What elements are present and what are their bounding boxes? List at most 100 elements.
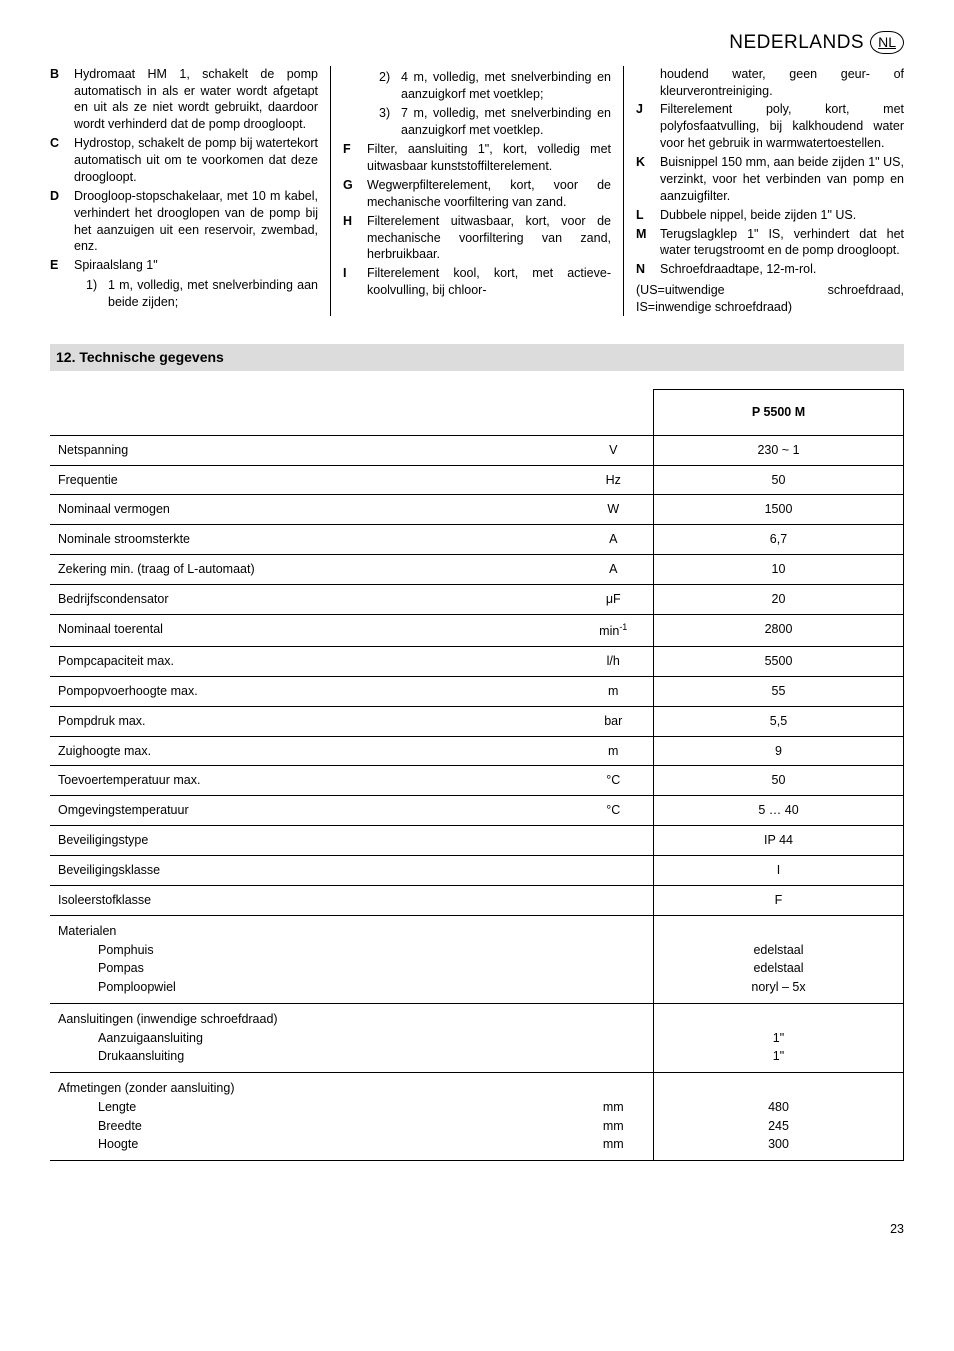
spec-label: Nominaal toerental xyxy=(50,614,574,646)
table-row: Aansluitingen (inwendige schroefdraad)Aa… xyxy=(50,1003,904,1072)
spec-unit: Hz xyxy=(574,465,654,495)
list-item: DDroogloop-stopschakelaar, met 10 m kabe… xyxy=(50,188,318,256)
column: BHydromaat HM 1, schakelt de pomp automa… xyxy=(50,66,330,316)
spec-label: Zekering min. (traag of L-automaat) xyxy=(50,555,574,585)
item-key: J xyxy=(636,101,650,152)
sub-item: 2)4 m, volledig, met snelverbinding en a… xyxy=(367,69,611,103)
content-columns: BHydromaat HM 1, schakelt de pomp automa… xyxy=(50,66,904,316)
item-body: Wegwerpfilterelement, kort, voor de mech… xyxy=(367,177,611,211)
spec-value: 5,5 xyxy=(654,706,904,736)
spec-header-empty xyxy=(50,389,574,435)
table-row: Omgevingstemperatuur°C5 … 40 xyxy=(50,796,904,826)
table-row: BedrijfscondensatorμF20 xyxy=(50,585,904,615)
column-footer: (US=uitwendigeschroefdraad,IS=inwendige … xyxy=(636,282,904,316)
table-row: MaterialenPomphuisPompasPomploopwiel ede… xyxy=(50,915,904,1003)
subitem-body: 4 m, volledig, met snelverbinding en aan… xyxy=(401,69,611,103)
item-key: H xyxy=(343,213,357,264)
spec-unit: mmmmmm xyxy=(574,1073,654,1161)
spec-unit xyxy=(574,826,654,856)
item-body: Droogloop-stopschakelaar, met 10 m kabel… xyxy=(74,188,318,256)
item-key: L xyxy=(636,207,650,224)
spec-label: Bedrijfscondensator xyxy=(50,585,574,615)
spec-unit: °C xyxy=(574,796,654,826)
spec-value: I xyxy=(654,856,904,886)
spec-unit: min-1 xyxy=(574,614,654,646)
item-key: M xyxy=(636,226,650,260)
spec-value: 5 … 40 xyxy=(654,796,904,826)
table-row: Pompopvoerhoogte max.m55 xyxy=(50,676,904,706)
spec-unit: A xyxy=(574,525,654,555)
item-body: Hydromaat HM 1, schakelt de pomp automat… xyxy=(74,66,318,134)
spec-unit: V xyxy=(574,435,654,465)
item-key: E xyxy=(50,257,64,274)
list-item: G Wegwerpfilterelement, kort, voor de mec… xyxy=(343,177,611,211)
table-row: Afmetingen (zonder aansluiting)LengteBre… xyxy=(50,1073,904,1161)
sub-item: 3)7 m, volledig, met snelverbinding en a… xyxy=(367,105,611,139)
table-row: Pompcapaciteit max.l/h5500 xyxy=(50,646,904,676)
table-row: Pompdruk max.bar5,5 xyxy=(50,706,904,736)
spec-unit: l/h xyxy=(574,646,654,676)
spec-label: Isoleerstofklasse xyxy=(50,885,574,915)
spec-label: Nominale stroomsterkte xyxy=(50,525,574,555)
section-header: 12. Technische gegevens xyxy=(50,344,904,371)
spec-value: IP 44 xyxy=(654,826,904,856)
table-row: Beveiligingstype IP 44 xyxy=(50,826,904,856)
table-row: Zekering min. (traag of L-automaat)A10 xyxy=(50,555,904,585)
spec-value: 50 xyxy=(654,766,904,796)
spec-value: 6,7 xyxy=(654,525,904,555)
subitem-key: 1) xyxy=(86,277,102,311)
subitem-body: 7 m, volledig, met snelverbinding en aan… xyxy=(401,105,611,139)
table-row: Nominaal toerentalmin-12800 xyxy=(50,614,904,646)
item-key: C xyxy=(50,135,64,186)
item-key: B xyxy=(50,66,64,134)
item-body: houdend water, geen geur- of kleurveront… xyxy=(660,66,904,100)
item-key: G xyxy=(343,177,357,211)
spec-unit xyxy=(574,915,654,1003)
spec-unit: m xyxy=(574,736,654,766)
page-header: NEDERLANDS NL xyxy=(50,30,904,56)
spec-label: Afmetingen (zonder aansluiting)LengteBre… xyxy=(50,1073,574,1161)
spec-unit: μF xyxy=(574,585,654,615)
spec-value: 480245300 xyxy=(654,1073,904,1161)
column: houdend water, geen geur- of kleurveront… xyxy=(623,66,904,316)
spec-table: P 5500 M NetspanningV230 ~ 1FrequentieHz… xyxy=(50,389,904,1161)
spec-label: Toevoertemperatuur max. xyxy=(50,766,574,796)
list-item: CHydrostop, schakelt de pomp bij waterte… xyxy=(50,135,318,186)
list-item: M Terugslagklep 1" IS, verhindert dat het… xyxy=(636,226,904,260)
spec-value: 10 xyxy=(654,555,904,585)
item-key: K xyxy=(636,154,650,205)
spec-value: 1500 xyxy=(654,495,904,525)
item-key: D xyxy=(50,188,64,256)
spec-header-empty xyxy=(574,389,654,435)
list-item: BHydromaat HM 1, schakelt de pomp automa… xyxy=(50,66,318,134)
list-item: FFilter, aansluiting 1", kort, volledig … xyxy=(343,141,611,175)
spec-label: Beveiligingstype xyxy=(50,826,574,856)
spec-value: edelstaaledelstaalnoryl – 5x xyxy=(654,915,904,1003)
spec-value: F xyxy=(654,885,904,915)
spec-label: Nominaal vermogen xyxy=(50,495,574,525)
spec-unit xyxy=(574,1003,654,1072)
item-key: N xyxy=(636,261,650,278)
item-body: Buisnippel 150 mm, aan beide zijden 1" U… xyxy=(660,154,904,205)
column: 2)4 m, volledig, met snelverbinding en a… xyxy=(330,66,623,316)
spec-unit: °C xyxy=(574,766,654,796)
sub-item: 1)1 m, volledig, met snelverbinding aan … xyxy=(74,277,318,311)
table-row: Zuighoogte max.m9 xyxy=(50,736,904,766)
spec-value: 2800 xyxy=(654,614,904,646)
spec-header-model: P 5500 M xyxy=(654,389,904,435)
spec-value: 1"1" xyxy=(654,1003,904,1072)
spec-value: 9 xyxy=(654,736,904,766)
spec-label: Frequentie xyxy=(50,465,574,495)
item-key: F xyxy=(343,141,357,175)
list-item: HFilterelement uitwasbaar, kort, voor de… xyxy=(343,213,611,264)
spec-value: 55 xyxy=(654,676,904,706)
spec-value: 5500 xyxy=(654,646,904,676)
item-body: Hydrostop, schakelt de pomp bij watertek… xyxy=(74,135,318,186)
item-body: Terugslagklep 1" IS, verhindert dat het … xyxy=(660,226,904,260)
spec-label: Pompdruk max. xyxy=(50,706,574,736)
spec-label: Beveiligingsklasse xyxy=(50,856,574,886)
spec-unit: W xyxy=(574,495,654,525)
spec-value: 230 ~ 1 xyxy=(654,435,904,465)
spec-unit xyxy=(574,885,654,915)
language-badge: NL xyxy=(870,31,904,54)
